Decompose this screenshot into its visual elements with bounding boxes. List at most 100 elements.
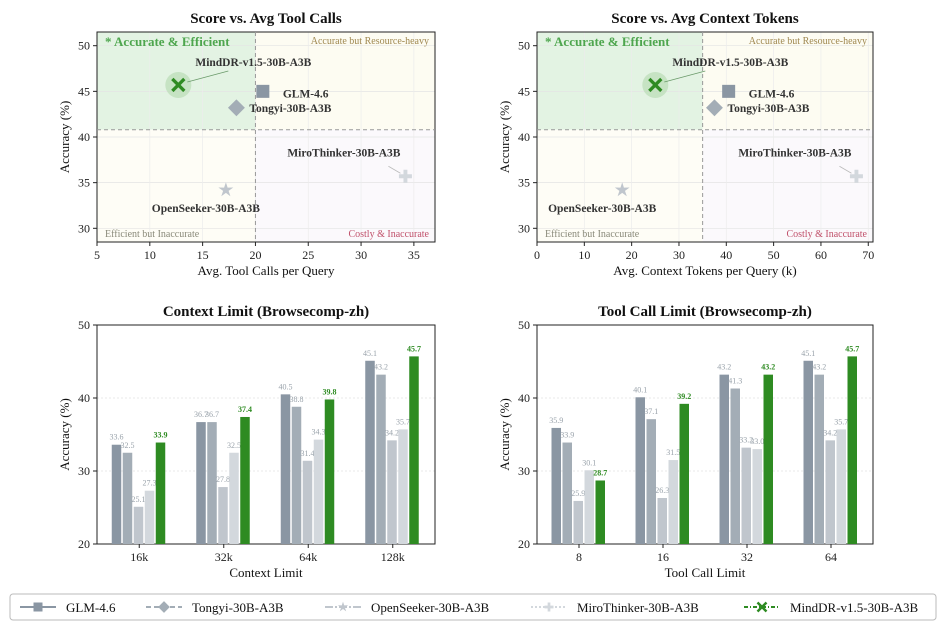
chart-title: Score vs. Avg Tool Calls xyxy=(190,11,342,27)
x-tick-label: 32k xyxy=(215,550,233,564)
x-tick-label: 20 xyxy=(626,248,638,262)
data-point: Tongyi-30B-A3B xyxy=(706,99,810,117)
bar xyxy=(635,397,645,544)
bar-value-label: 33.6 xyxy=(110,433,124,442)
quadrant-top-right xyxy=(702,32,873,130)
bar-value-label: 26.3 xyxy=(655,486,669,495)
legend-label: MiroThinker-30B-A3B xyxy=(577,600,699,615)
bar-value-label: 25.9 xyxy=(571,489,585,498)
bar xyxy=(218,487,228,544)
x-tick-label: 10 xyxy=(578,248,590,262)
y-tick-label: 45 xyxy=(78,84,90,98)
x-axis-label: Avg. Context Tokens per Query (k) xyxy=(613,263,796,278)
x-tick-label: 70 xyxy=(862,248,874,262)
bar-value-label: 37.1 xyxy=(644,407,658,416)
quadrant-bottom-right xyxy=(255,129,435,242)
bar-value-label: 37.4 xyxy=(238,405,252,414)
x-tick-label: 30 xyxy=(355,248,367,262)
bar xyxy=(562,442,572,544)
bar-value-label: 27.3 xyxy=(143,479,157,488)
chart-title: Score vs. Avg Context Tokens xyxy=(611,11,799,27)
plus-marker xyxy=(849,169,863,183)
quadrant-label: Efficient but Inaccurate xyxy=(105,229,200,240)
bar xyxy=(646,419,656,544)
bar xyxy=(409,356,419,544)
x-tick-label: 10 xyxy=(144,248,156,262)
y-tick-label: 30 xyxy=(78,221,90,235)
x-tick-label: 25 xyxy=(302,248,314,262)
x-tick-label: 16k xyxy=(130,550,148,564)
bar xyxy=(240,416,250,544)
bar-value-label: 30.1 xyxy=(582,458,596,467)
legend-item: Tongyi-30B-A3B xyxy=(146,600,284,615)
bar xyxy=(741,447,751,544)
point-label: GLM-4.6 xyxy=(283,88,329,100)
point-label: Tongyi-30B-A3B xyxy=(249,103,331,115)
legend: GLM-4.6 Tongyi-30B-A3B OpenSeeker-30B-A3B M… xyxy=(9,593,937,621)
y-tick-label: 30 xyxy=(518,464,530,478)
data-point: OpenSeeker-30B-A3B xyxy=(548,182,657,215)
x-tick-label: 15 xyxy=(197,248,209,262)
legend-item: MindDR-v1.5-30B-A3B xyxy=(744,600,919,615)
bar-value-label: 28.7 xyxy=(593,468,607,477)
bar-value-label: 38.8 xyxy=(290,395,304,404)
x-marker xyxy=(171,77,186,93)
chart-title: Tool Call Limit (Browsecomp-zh) xyxy=(598,304,812,320)
legend-label: MindDR-v1.5-30B-A3B xyxy=(790,600,919,615)
bar-value-label: 43.2 xyxy=(812,363,826,372)
bar xyxy=(387,440,397,544)
bar xyxy=(111,444,122,544)
bar xyxy=(679,403,689,544)
leader-line xyxy=(187,70,229,83)
y-tick-label: 40 xyxy=(518,130,530,144)
chart-title: Context Limit (Browsecomp-zh) xyxy=(163,304,369,320)
bar-chart: 20 30 40 50 8 16 32 64 Tool Call Limit (Browseco… xyxy=(497,304,874,580)
bar-value-label: 43.2 xyxy=(717,363,731,372)
bar-value-label: 45.7 xyxy=(845,344,859,353)
star-marker xyxy=(218,182,234,197)
y-tick-label: 20 xyxy=(518,537,530,551)
data-point: GLM-4.6 xyxy=(722,84,795,100)
bar xyxy=(730,388,740,544)
y-tick-label: 50 xyxy=(518,318,530,332)
y-tick-label: 50 xyxy=(78,39,90,53)
bar xyxy=(847,356,857,544)
x-axis-label: Tool Call Limit xyxy=(665,565,746,580)
square-marker xyxy=(722,84,736,98)
y-tick-label: 30 xyxy=(518,221,530,235)
legend-label: Tongyi-30B-A3B xyxy=(192,600,284,615)
bar xyxy=(825,440,835,544)
bar xyxy=(196,422,206,544)
bar-value-label: 33.0 xyxy=(750,437,764,446)
scatter-chart: 30 35 40 45 50 5 10 15 20 25 30 35 Score vs. Avg Too… xyxy=(57,11,436,278)
bar xyxy=(584,470,594,544)
x-tick-label: 8 xyxy=(576,550,582,564)
bar-value-label: 40.1 xyxy=(633,385,647,394)
bar xyxy=(763,374,773,544)
quadrant-top-right xyxy=(255,32,435,130)
bar-value-label: 39.8 xyxy=(323,387,337,396)
data-point: Tongyi-30B-A3B xyxy=(227,99,332,117)
legend-item: MiroThinker-30B-A3B xyxy=(531,600,699,615)
bar-value-label: 31.4 xyxy=(301,449,315,458)
bar-value-label: 41.3 xyxy=(728,377,742,386)
quadrant-bottom-left xyxy=(97,129,256,242)
quadrant-bottom-right xyxy=(702,129,873,242)
plus-marker xyxy=(398,169,412,183)
point-label: OpenSeeker-30B-A3B xyxy=(548,203,657,215)
data-point: MindDR-v1.5-30B-A3B xyxy=(642,57,789,98)
quadrant-label: Accurate but Resource-heavy xyxy=(311,36,429,47)
bar-value-label: 32.5 xyxy=(227,441,241,450)
legend-item: OpenSeeker-30B-A3B xyxy=(325,600,489,615)
x-tick-label: 64k xyxy=(299,550,317,564)
bar-value-label: 45.1 xyxy=(363,349,377,358)
bar xyxy=(551,427,561,544)
diamond-marker xyxy=(227,99,245,117)
x-marker xyxy=(648,77,663,93)
bar-value-label: 27.8 xyxy=(216,475,230,484)
bar xyxy=(122,452,133,544)
bar-value-label: 34.3 xyxy=(312,428,326,437)
diamond-marker xyxy=(706,99,723,117)
bar xyxy=(668,460,678,544)
bar xyxy=(573,500,583,544)
